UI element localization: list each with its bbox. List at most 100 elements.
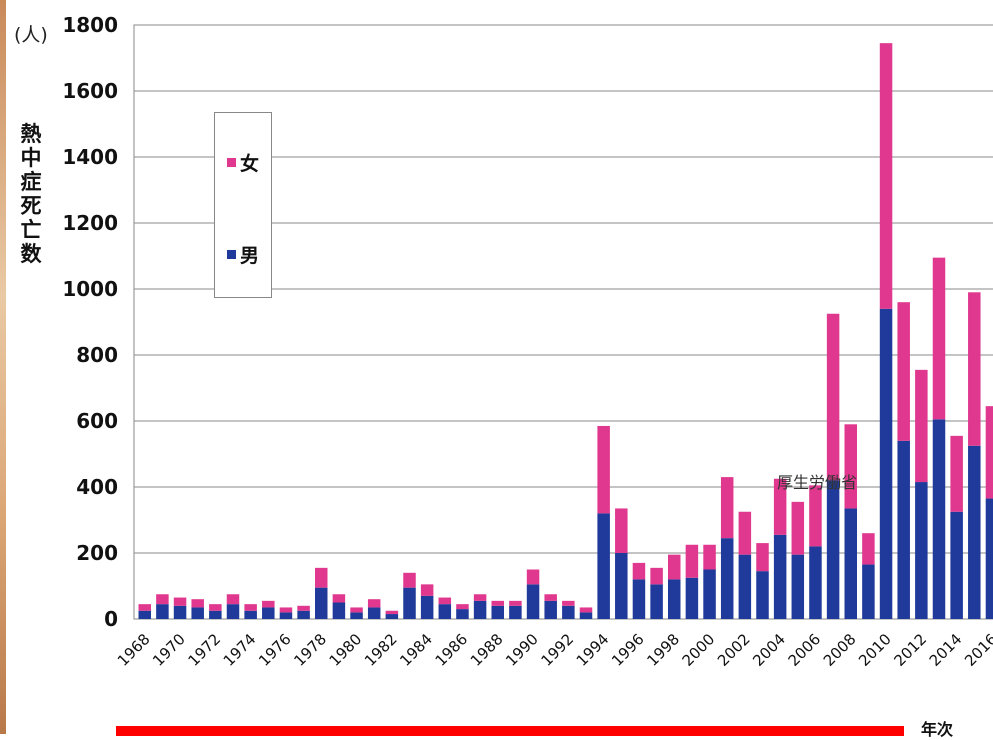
source-annotation: 厚生労働省 <box>777 469 857 493</box>
legend-item-male: 男 <box>227 241 259 268</box>
y-tick-label: 400 <box>76 475 118 499</box>
bar-female <box>845 424 858 508</box>
x-tick-label: 1996 <box>608 630 648 670</box>
bar-female <box>615 508 628 553</box>
bar-male <box>597 513 610 619</box>
x-tick-label: 2004 <box>749 630 789 670</box>
y-tick-label: 1400 <box>62 145 118 169</box>
bar-male <box>915 482 928 619</box>
bar-female <box>368 599 381 607</box>
bar-male <box>244 611 257 619</box>
bar-female <box>827 314 840 481</box>
bar-male <box>562 606 575 619</box>
bar-female <box>174 598 187 606</box>
bar-female <box>968 292 981 445</box>
bar-male <box>209 611 222 619</box>
x-tick-label: 1974 <box>220 630 260 670</box>
bar-male <box>527 584 540 619</box>
bar-female <box>209 604 222 611</box>
bar-female <box>703 545 716 570</box>
legend-item-female: 女 <box>227 149 259 176</box>
x-tick-label: 2002 <box>714 630 754 670</box>
bar-male <box>686 578 699 619</box>
x-tick-label: 1984 <box>396 630 436 670</box>
red-underline-bar <box>116 726 904 736</box>
legend-label-female: 女 <box>240 149 259 176</box>
x-axis-title: 年次 <box>921 716 953 740</box>
bar-male <box>650 584 663 619</box>
bar-male <box>827 480 840 619</box>
bar-male <box>580 612 593 619</box>
bar-female <box>686 545 699 578</box>
y-tick-label: 1600 <box>62 79 118 103</box>
bar-male <box>950 512 963 619</box>
bar-female <box>439 598 452 605</box>
bar-male <box>703 570 716 620</box>
bar-female <box>562 601 575 606</box>
bar-female <box>915 370 928 482</box>
bar-male <box>350 612 363 619</box>
bar-female <box>262 601 275 608</box>
y-tick-label: 600 <box>76 409 118 433</box>
bar-male <box>403 588 416 619</box>
x-tick-label: 1990 <box>502 630 542 670</box>
y-tick-label: 200 <box>76 541 118 565</box>
bar-female <box>191 599 204 607</box>
bar-male <box>792 555 805 619</box>
bar-female <box>386 611 399 614</box>
bar-female <box>527 570 540 585</box>
bar-female <box>933 258 946 420</box>
x-tick-label: 2016 <box>961 630 993 670</box>
bar-male <box>880 309 893 619</box>
bar-female <box>421 584 434 596</box>
x-tick-label: 1980 <box>326 630 366 670</box>
bar-female <box>544 594 557 601</box>
bar-female <box>986 406 993 498</box>
legend-swatch-female <box>227 158 236 167</box>
bar-male <box>297 611 310 619</box>
x-tick-label: 1982 <box>361 630 401 670</box>
bar-male <box>280 612 293 619</box>
bar-male <box>774 535 787 619</box>
bar-female <box>509 601 522 606</box>
bar-male <box>721 538 734 619</box>
bar-female <box>227 594 240 604</box>
bar-male <box>492 606 505 619</box>
bar-male <box>933 419 946 619</box>
x-tick-label: 1978 <box>290 630 330 670</box>
bar-female <box>809 485 822 546</box>
bar-female <box>244 604 257 611</box>
bar-male <box>756 571 769 619</box>
bar-female <box>950 436 963 512</box>
legend-label-male: 男 <box>240 241 259 268</box>
bar-female <box>650 568 663 585</box>
bar-male <box>897 441 910 619</box>
x-tick-label: 1998 <box>643 630 683 670</box>
bar-male <box>386 614 399 619</box>
bar-male <box>421 596 434 619</box>
bar-female <box>597 426 610 513</box>
y-tick-label: 800 <box>76 343 118 367</box>
bar-male <box>986 499 993 619</box>
bar-male <box>191 607 204 619</box>
x-tick-label: 2000 <box>679 630 719 670</box>
bar-female <box>721 477 734 538</box>
bar-male <box>456 609 469 619</box>
bar-female <box>280 607 293 612</box>
bar-female <box>880 43 893 309</box>
bar-male <box>474 601 487 619</box>
x-tick-label: 2010 <box>855 630 895 670</box>
bar-male <box>615 553 628 619</box>
bar-male <box>315 588 328 619</box>
bar-female <box>297 606 310 611</box>
bar-male <box>509 606 522 619</box>
bar-male <box>156 604 169 619</box>
bar-female <box>350 607 363 612</box>
x-tick-label: 1970 <box>149 630 189 670</box>
bar-female <box>756 543 769 571</box>
bar-female <box>474 594 487 601</box>
bar-male <box>668 579 681 619</box>
x-tick-label: 2008 <box>820 630 860 670</box>
bar-male <box>633 579 646 619</box>
